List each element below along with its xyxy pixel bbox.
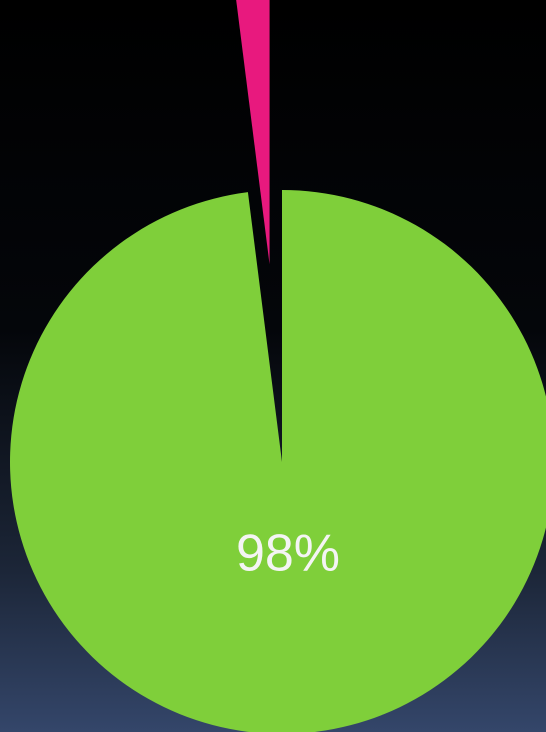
pie-slice — [10, 190, 546, 732]
pie-slice — [236, 0, 270, 265]
slice-label: 98% — [236, 525, 340, 583]
